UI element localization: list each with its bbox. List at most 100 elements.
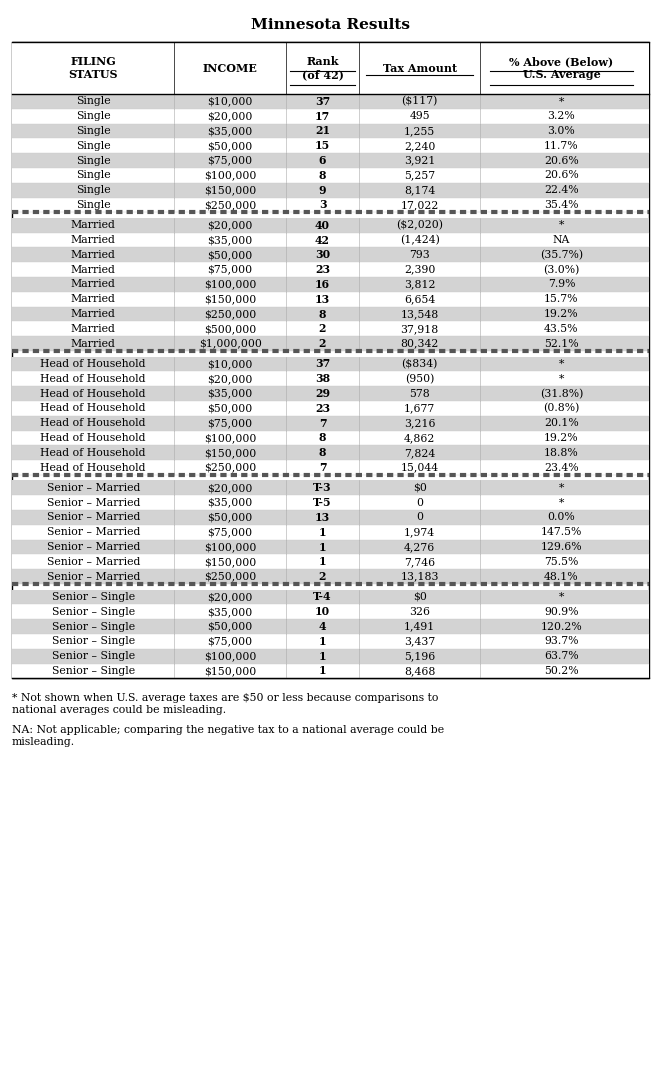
Text: 6,654: 6,654	[404, 294, 436, 304]
Text: $75,000: $75,000	[208, 637, 253, 647]
Text: 326: 326	[409, 607, 430, 616]
Bar	[12, 232, 649, 247]
Text: 13,183: 13,183	[401, 572, 439, 582]
Text: Single: Single	[76, 200, 110, 210]
Text: $150,000: $150,000	[204, 186, 256, 195]
Bar	[12, 634, 649, 649]
Text: $75,000: $75,000	[208, 418, 253, 429]
Text: 7: 7	[319, 418, 327, 429]
Text: $50,000: $50,000	[208, 404, 253, 413]
Text: 48.1%: 48.1%	[544, 572, 579, 582]
Bar	[12, 416, 649, 431]
Bar	[12, 124, 649, 139]
Text: Married: Married	[71, 324, 116, 334]
Text: Senior – Married: Senior – Married	[46, 527, 140, 537]
Text: $500,000: $500,000	[204, 324, 256, 334]
Text: 13,548: 13,548	[401, 309, 439, 319]
Text: Tax Amount: Tax Amount	[383, 63, 457, 74]
Text: 11.7%: 11.7%	[544, 141, 579, 151]
Text: 2: 2	[319, 571, 327, 583]
Text: Senior – Married: Senior – Married	[46, 483, 140, 493]
Text: NA: Not applicable; comparing the negative tax to a national average could be
mi: NA: Not applicable; comparing the negati…	[12, 726, 444, 746]
Bar	[12, 139, 649, 153]
Text: $50,000: $50,000	[208, 250, 253, 260]
Text: $50,000: $50,000	[208, 141, 253, 151]
Text: 2: 2	[319, 339, 327, 349]
Text: 8: 8	[319, 170, 327, 181]
Text: 75.5%: 75.5%	[544, 557, 578, 566]
Text: Senior – Married: Senior – Married	[46, 557, 140, 566]
Bar	[12, 460, 649, 475]
Text: 15,044: 15,044	[401, 462, 439, 473]
Text: 3,921: 3,921	[404, 155, 436, 166]
Text: $0: $0	[412, 592, 426, 602]
Text: Married: Married	[71, 250, 116, 260]
Bar	[12, 481, 649, 495]
Text: 2,240: 2,240	[404, 141, 436, 151]
Text: Single: Single	[76, 126, 110, 136]
Text: Senior – Single: Senior – Single	[52, 666, 135, 676]
Text: Senior – Married: Senior – Married	[46, 498, 140, 508]
Text: $35,000: $35,000	[208, 498, 253, 508]
Text: $150,000: $150,000	[204, 557, 256, 566]
Text: Senior – Single: Senior – Single	[52, 607, 135, 616]
Text: *: *	[559, 592, 564, 602]
Bar	[12, 570, 649, 584]
Text: 578: 578	[409, 388, 430, 398]
Text: 17: 17	[315, 111, 330, 122]
Text: *: *	[559, 220, 564, 230]
Text: 8,468: 8,468	[404, 666, 436, 676]
Bar	[12, 321, 649, 336]
Bar	[12, 247, 649, 263]
Text: 120.2%: 120.2%	[541, 622, 582, 631]
Text: *: *	[559, 483, 564, 493]
Text: 1: 1	[319, 557, 327, 567]
Text: Senior – Married: Senior – Married	[46, 572, 140, 582]
Text: $250,000: $250,000	[204, 200, 256, 210]
Text: Head of Household: Head of Household	[40, 388, 146, 398]
Text: 4,862: 4,862	[404, 433, 436, 443]
Text: 3.2%: 3.2%	[547, 111, 575, 122]
Text: 10: 10	[315, 607, 330, 617]
Text: (31.8%): (31.8%)	[540, 388, 583, 399]
Text: Senior – Married: Senior – Married	[46, 512, 140, 523]
Bar	[12, 336, 649, 352]
Text: T-4: T-4	[313, 591, 332, 602]
Text: $20,000: $20,000	[208, 111, 253, 122]
Text: 20.6%: 20.6%	[544, 170, 579, 180]
Text: 17,022: 17,022	[401, 200, 439, 210]
Text: 3.0%: 3.0%	[547, 126, 575, 136]
Text: 80,342: 80,342	[401, 339, 439, 348]
Text: Married: Married	[71, 339, 116, 348]
Text: 1: 1	[319, 541, 327, 552]
Text: $20,000: $20,000	[208, 220, 253, 230]
Text: 37,918: 37,918	[401, 324, 439, 334]
Text: 52.1%: 52.1%	[544, 339, 579, 348]
Text: $75,000: $75,000	[208, 155, 253, 166]
Text: $35,000: $35,000	[208, 607, 253, 616]
Text: 6: 6	[319, 155, 327, 166]
Text: $150,000: $150,000	[204, 448, 256, 458]
Bar	[12, 554, 649, 570]
Text: 3,812: 3,812	[404, 280, 436, 290]
Text: 16: 16	[315, 279, 330, 290]
Bar	[12, 401, 649, 416]
Bar	[12, 277, 649, 292]
Text: 1,491: 1,491	[404, 622, 436, 631]
Bar	[12, 495, 649, 510]
Text: Head of Household: Head of Household	[40, 404, 146, 413]
Text: 147.5%: 147.5%	[541, 527, 582, 537]
Text: 1: 1	[319, 651, 327, 662]
Text: 1,677: 1,677	[404, 404, 436, 413]
Text: 18.8%: 18.8%	[544, 448, 579, 458]
Bar	[12, 94, 649, 109]
Text: $150,000: $150,000	[204, 294, 256, 304]
Text: 3,216: 3,216	[404, 418, 436, 429]
Text: 90.9%: 90.9%	[544, 607, 578, 616]
Text: $20,000: $20,000	[208, 483, 253, 493]
Text: $100,000: $100,000	[204, 433, 256, 443]
Text: $250,000: $250,000	[204, 462, 256, 473]
Bar	[12, 525, 649, 539]
Text: Head of Household: Head of Household	[40, 462, 146, 473]
Text: 37: 37	[315, 95, 330, 107]
